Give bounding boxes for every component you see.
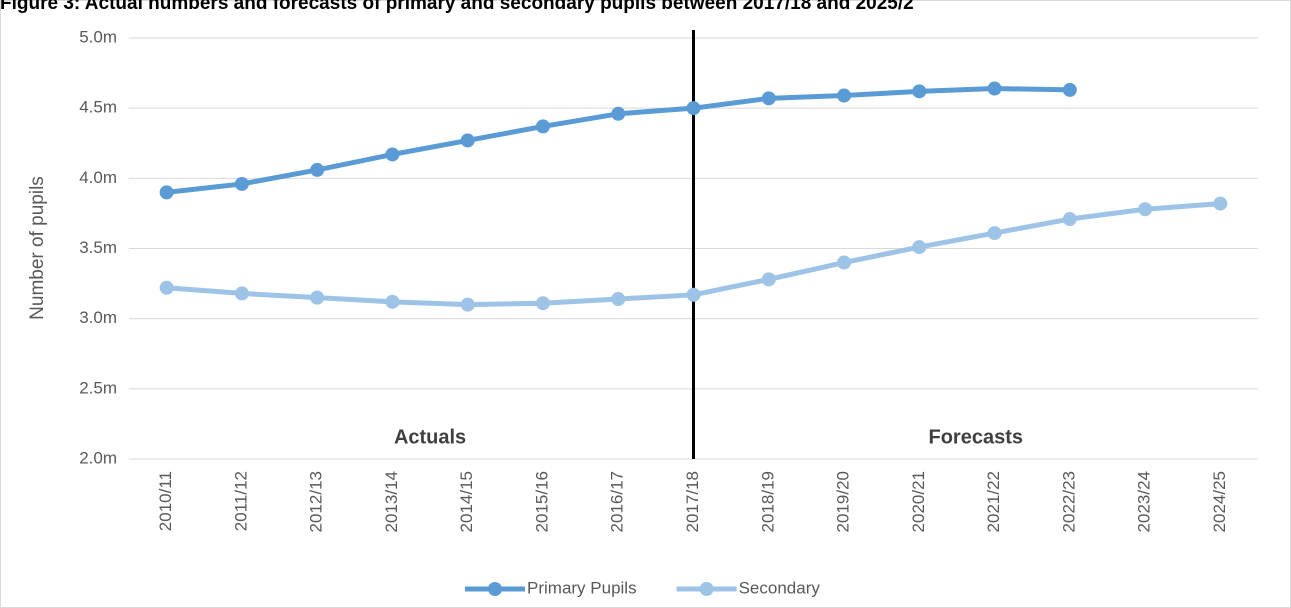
x-tick-label: 2019/20: [834, 471, 853, 532]
data-point: [234, 286, 249, 301]
data-point: [611, 106, 626, 121]
data-point: [1213, 196, 1228, 211]
data-point: [611, 292, 626, 307]
y-axis-label: Number of pupils: [27, 176, 48, 320]
data-point: [1062, 212, 1077, 227]
x-tick-label: 2017/18: [683, 471, 702, 532]
x-tick-label: 2011/12: [231, 471, 250, 531]
x-tick-label: 2022/23: [1059, 471, 1078, 532]
data-point: [912, 240, 927, 255]
legend-label: Primary Pupils: [527, 578, 637, 597]
x-tick-label: 2023/24: [1135, 471, 1154, 532]
data-point: [535, 119, 550, 134]
x-tick-label: 2014/15: [457, 471, 476, 532]
chart-title: Figure 3: Actual numbers and forecasts o…: [0, 0, 914, 14]
series-line: [166, 86, 1070, 195]
x-tick-label: 2021/22: [984, 471, 1003, 532]
y-tick-label: 2.5m: [79, 378, 117, 397]
legend-marker: [488, 582, 502, 596]
legend-marker: [699, 582, 714, 596]
x-tick-label: 2012/13: [307, 471, 326, 532]
data-point: [385, 147, 400, 162]
y-tick-label: 2.0m: [79, 448, 117, 467]
data-point: [159, 185, 174, 200]
data-point: [460, 133, 475, 148]
data-point: [912, 84, 927, 99]
data-point: [837, 88, 852, 103]
data-point: [761, 91, 776, 106]
data-point: [987, 81, 1002, 96]
x-tick-label: 2018/19: [758, 471, 777, 532]
data-point: [310, 290, 325, 305]
x-tick-label: 2010/11: [156, 471, 175, 531]
x-tick-label: 2016/17: [608, 471, 627, 532]
data-point: [1138, 202, 1153, 217]
data-point: [385, 294, 400, 309]
data-point: [761, 272, 776, 287]
y-tick-label: 3.5m: [79, 238, 117, 257]
data-point: [1062, 82, 1077, 97]
x-tick-label: 2013/14: [382, 471, 401, 532]
data-point: [535, 296, 550, 311]
annotation: Actuals: [394, 426, 466, 448]
y-tick-label: 3.0m: [79, 308, 117, 327]
data-point: [686, 287, 701, 302]
y-tick-label: 5.0m: [79, 27, 117, 46]
data-point: [234, 176, 249, 191]
data-point: [987, 226, 1002, 241]
annotation: Forecasts: [929, 426, 1024, 448]
x-tick-label: 2015/16: [532, 471, 551, 532]
data-point: [159, 280, 174, 295]
y-tick-label: 4.0m: [79, 168, 117, 187]
data-point: [310, 162, 325, 177]
data-point: [837, 255, 852, 270]
x-tick-label: 2020/21: [909, 471, 928, 532]
x-tick-label: 2024/25: [1210, 471, 1229, 532]
legend-label: Secondary: [739, 578, 821, 597]
data-point: [686, 101, 701, 116]
y-tick-label: 4.5m: [79, 98, 117, 117]
data-point: [460, 297, 475, 312]
